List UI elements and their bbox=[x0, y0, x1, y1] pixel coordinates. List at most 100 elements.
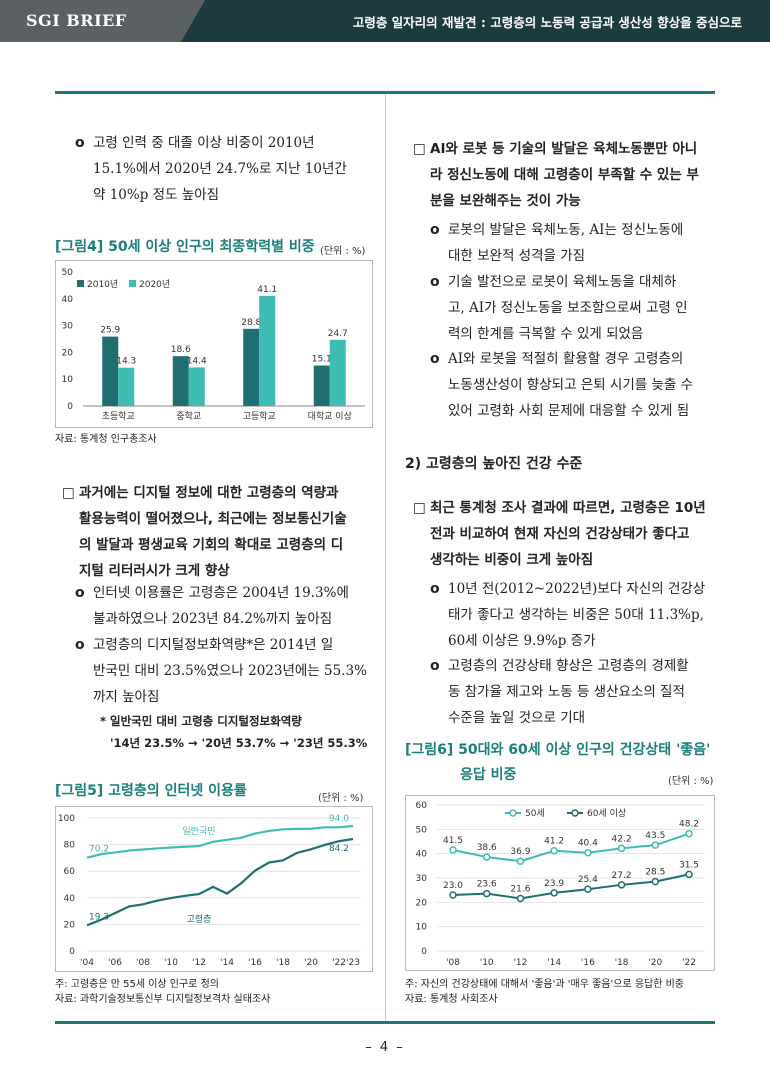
x-tick-label: '08 bbox=[136, 958, 150, 968]
x-tick-label: '08 bbox=[446, 958, 460, 968]
x-tick-label: '22 bbox=[682, 958, 696, 968]
data-point bbox=[482, 889, 491, 898]
y-tick-label: 0 bbox=[69, 947, 75, 957]
data-label: 84.2 bbox=[329, 844, 349, 854]
circle-bullet: o bbox=[430, 658, 440, 674]
figure5-title: [그림5] 고령층의 인터넷 이용률 bbox=[55, 783, 247, 799]
text-line: 까지 높아짐 bbox=[93, 689, 160, 705]
y-tick-label: 10 bbox=[416, 923, 428, 933]
y-tick-label: 40 bbox=[64, 894, 76, 904]
text-line: 활용능력이 떨어졌으나, 최근에는 정보통신기술 bbox=[79, 511, 347, 527]
data-point bbox=[617, 844, 626, 853]
column-divider bbox=[385, 94, 386, 1021]
y-tick-label: 100 bbox=[58, 814, 75, 824]
figure4-source: 자료: 통계청 인구총조사 bbox=[55, 434, 157, 445]
figure4-chart: 0 10 20 30 40 50 초등학교 25.9 14.3 중학교 18.614.4 고등학교 28… bbox=[55, 260, 373, 428]
health-paragraph: 최근 통계청 조사 결과에 따르면, 고령층은 10년 전과 비교하여 현재 자… bbox=[430, 495, 720, 573]
x-tick-label: 초등학교 bbox=[102, 411, 135, 422]
figure4-title: [그림4] 50세 이상 인구의 최종학력별 비중 bbox=[55, 239, 315, 255]
ai-paragraph: AI와 로봇 등 기술의 발달은 육체노동뿐만 아니 라 정신노동에 대해 고령… bbox=[430, 136, 720, 214]
text-line: 태가 좋다고 생각하는 비중은 50대 11.3%p, bbox=[448, 607, 704, 623]
circle-bullet: o bbox=[75, 637, 85, 653]
series-label: 고령층 bbox=[187, 913, 212, 925]
bar bbox=[329, 339, 346, 406]
y-tick-label: 40 bbox=[62, 295, 74, 305]
x-tick-label: 중학교 bbox=[176, 411, 201, 422]
legend-label: 60세 이상 bbox=[587, 808, 626, 819]
bar bbox=[102, 336, 119, 406]
data-point bbox=[550, 846, 558, 855]
y-tick-label: 60 bbox=[64, 867, 76, 877]
text-line: '14년 23.5% → '20년 53.7% → '23년 55.3% bbox=[110, 736, 368, 750]
series-label: 일반국민 bbox=[182, 826, 215, 837]
series-line bbox=[86, 824, 354, 859]
text-line: 고, AI가 정신노동을 보조함으로써 고령 인 bbox=[448, 300, 688, 316]
health-point-2: 고령층의 건강상태 향상은 고령층의 경제활 동 참가율 제고와 노동 등 생산… bbox=[448, 653, 723, 731]
text-line: 약 10%p 정도 높아짐 bbox=[93, 187, 220, 203]
x-tick-label: 고등학교 bbox=[243, 411, 276, 422]
bottom-rule bbox=[55, 1021, 715, 1024]
circle-bullet: o bbox=[430, 351, 440, 367]
data-point bbox=[584, 848, 592, 857]
y-tick-label: 20 bbox=[62, 348, 74, 358]
text-line: AI와 로봇을 적절히 활용할 경우 고령층의 bbox=[448, 351, 684, 367]
x-tick-label: '06 bbox=[108, 958, 122, 968]
data-label: 21.6 bbox=[510, 884, 530, 894]
text-line: 대한 보완적 성격을 가짐 bbox=[448, 248, 586, 264]
text-line: 반국민 대비 23.5%였으나 2023년에는 55.3% bbox=[93, 663, 367, 679]
circle-bullet: o bbox=[430, 581, 440, 597]
data-label: 41.5 bbox=[443, 836, 463, 846]
bar bbox=[243, 328, 260, 406]
data-label: 28.5 bbox=[645, 868, 665, 878]
brand-tab bbox=[0, 0, 205, 42]
text-line: 전과 비교하여 현재 자신의 건강상태가 좋다고 bbox=[430, 526, 690, 542]
x-tick-label: '10 bbox=[164, 958, 178, 968]
health-point-1: 10년 전(2012~2022년)보다 자신의 건강상 태가 좋다고 생각하는 … bbox=[448, 576, 723, 654]
y-tick-label: 50 bbox=[62, 268, 74, 278]
text-line: 기술 발전으로 로봇이 육체노동을 대체하 bbox=[448, 274, 677, 290]
legend-marker bbox=[571, 809, 579, 817]
data-label: 41.1 bbox=[257, 285, 277, 295]
bar bbox=[188, 367, 205, 406]
data-label: 40.4 bbox=[578, 839, 598, 849]
text-line: 력의 한계를 극복할 수 있게 되었음 bbox=[448, 326, 644, 342]
legend-swatch bbox=[129, 280, 136, 287]
data-label: 14.3 bbox=[116, 357, 136, 367]
text-line: 생각하는 비중이 크게 높아짐 bbox=[430, 552, 594, 568]
figure6-title: [그림6] 50대와 60세 이상 인구의 건강상태 '좋음' bbox=[405, 742, 711, 758]
y-tick-label: 50 bbox=[416, 825, 428, 835]
text-line: AI와 로봇 등 기술의 발달은 육체노동뿐만 아니 bbox=[430, 141, 698, 157]
bar bbox=[313, 365, 330, 406]
x-tick-label: '14 bbox=[220, 958, 234, 968]
y-tick-label: 80 bbox=[64, 841, 76, 851]
text-line: 불과하였으나 2023년 84.2%까지 높아짐 bbox=[93, 611, 333, 627]
internet-usage-paragraph: 인터넷 이용률은 고령층은 2004년 19.3%에 불과하였으나 2023년 … bbox=[93, 580, 378, 632]
x-tick-label: '14 bbox=[547, 958, 561, 968]
square-bullet: □ bbox=[62, 485, 75, 501]
y-tick-label: 10 bbox=[62, 375, 74, 385]
brand-label: SGI BRIEF bbox=[26, 11, 127, 30]
y-tick-label: 20 bbox=[416, 898, 428, 908]
data-point bbox=[449, 846, 457, 854]
data-label: 25.4 bbox=[578, 875, 598, 885]
figure5-chart: 0 20 40 60 80 100 '04 '06 '08 '10 '12 '14 '16 '18 '20 '… bbox=[55, 806, 373, 972]
figure6-chart: 0 10 20 30 40 50 60 '08 '10 '12 '14 '16 '18 '20 '22 41.… bbox=[405, 795, 715, 971]
y-tick-label: 0 bbox=[67, 402, 73, 412]
x-tick-label: '16 bbox=[581, 958, 595, 968]
text-line: 로봇의 발달은 육체노동, AI는 정신노동에 bbox=[448, 222, 684, 238]
y-tick-label: 30 bbox=[62, 322, 74, 332]
data-label: 23.0 bbox=[443, 881, 463, 891]
data-label: 38.6 bbox=[477, 843, 497, 853]
text-line: 10년 전(2012~2022년)보다 자신의 건강상 bbox=[448, 581, 706, 597]
data-label: 70.2 bbox=[89, 845, 109, 855]
data-label: 25.9 bbox=[100, 326, 120, 336]
data-point bbox=[651, 841, 660, 849]
top-rule bbox=[55, 91, 715, 94]
data-point bbox=[651, 877, 660, 886]
x-tick-label: '10 bbox=[480, 958, 494, 968]
bar bbox=[172, 356, 189, 406]
text-line: 의 발달과 평생교육 기회의 확대로 고령층의 디 bbox=[79, 537, 344, 553]
circle-bullet: o bbox=[75, 585, 85, 601]
legend-label: 2020년 bbox=[139, 279, 170, 290]
y-tick-label: 0 bbox=[421, 947, 427, 957]
